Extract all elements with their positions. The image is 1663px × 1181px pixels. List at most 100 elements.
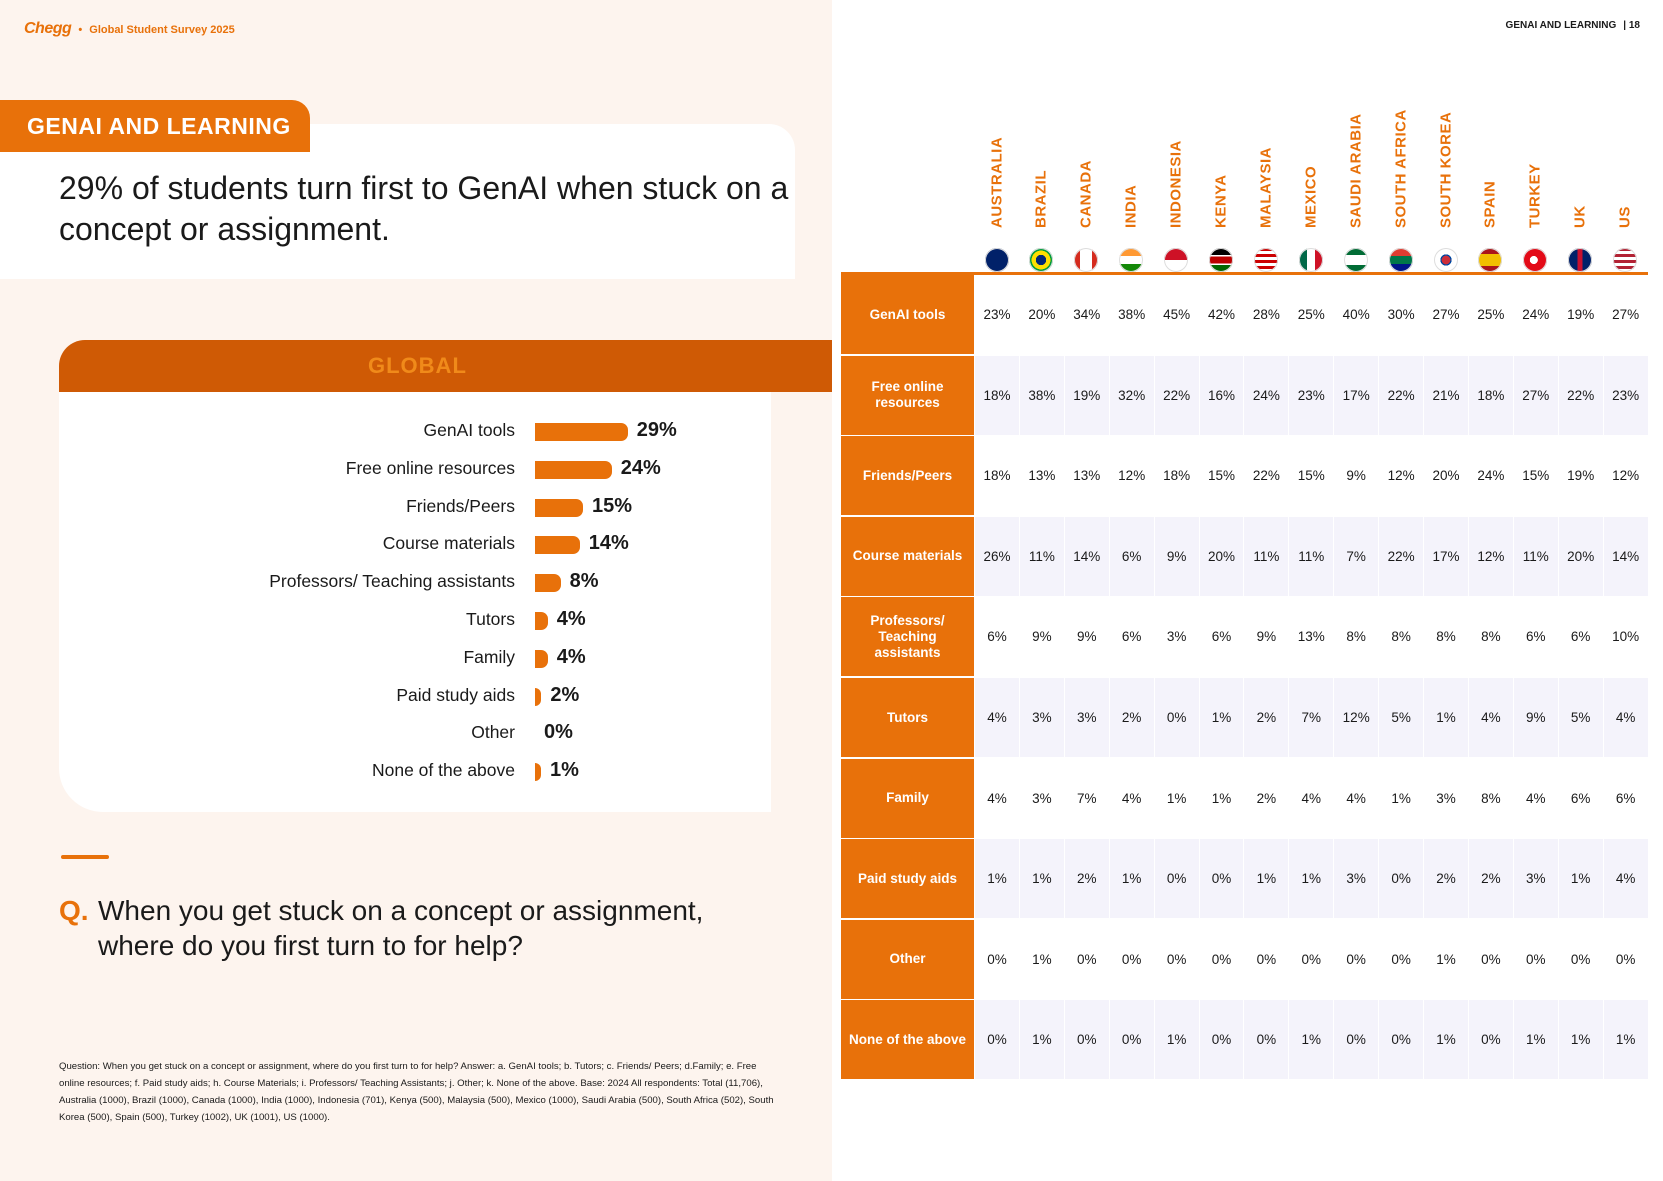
table-cell: 10%	[1602, 597, 1648, 677]
south-africa-flag-icon	[1388, 248, 1413, 272]
country-column-header: SOUTH KOREA	[1423, 100, 1468, 272]
table-cell: 1%	[1018, 839, 1064, 919]
table-cell: 22%	[1557, 355, 1603, 435]
table-cell: 6%	[1602, 758, 1648, 838]
country-column-header: MALAYSIA	[1243, 100, 1288, 272]
table-cell: 8%	[1378, 597, 1423, 677]
table-cell: 13%	[1063, 436, 1109, 516]
table-cell: 0%	[1153, 919, 1199, 999]
table-cell: 18%	[974, 355, 1019, 435]
table-cell: 0%	[1467, 919, 1513, 999]
country-column-header: SPAIN	[1468, 100, 1513, 272]
table-cell: 22%	[1243, 436, 1288, 516]
table-cell: 0%	[1333, 1000, 1378, 1080]
table-cell: 6%	[1108, 597, 1154, 677]
row-label: Friends/Peers	[841, 436, 974, 516]
brand-separator: •	[78, 24, 83, 36]
table-cell: 4%	[1602, 839, 1648, 919]
table-cell: 23%	[1602, 355, 1648, 435]
table-cell: 15%	[1198, 436, 1244, 516]
row-label: Professors/ Teaching assistants	[841, 597, 974, 677]
bar-label: Friends/Peers	[406, 495, 515, 516]
country-column-header: INDONESIA	[1154, 100, 1199, 272]
table-cell: 12%	[1467, 516, 1513, 596]
country-column-header: KENYA	[1199, 100, 1244, 272]
table-cell: 5%	[1557, 678, 1603, 758]
brand-header: Chegg • Global Student Survey 2025	[24, 20, 235, 38]
table-cell: 0%	[1243, 1000, 1288, 1080]
table-cell: 3%	[1018, 678, 1064, 758]
saudi-arabia-flag-icon	[1343, 248, 1368, 272]
table-cell: 1%	[1557, 839, 1603, 919]
table-cell: 6%	[1512, 597, 1558, 677]
table-cell: 22%	[1378, 355, 1423, 435]
table-row	[974, 919, 1648, 999]
table-row	[974, 436, 1648, 516]
table-cell: 9%	[1063, 597, 1109, 677]
bar-mark	[535, 423, 628, 441]
table-cell: 3%	[1423, 758, 1468, 838]
bar-label: None of the above	[371, 760, 515, 781]
row-label: Course materials	[841, 516, 974, 596]
table-cell: 11%	[1243, 516, 1288, 596]
table-cell: 0%	[1198, 919, 1244, 999]
kenya-flag-icon	[1209, 248, 1233, 272]
global-panel-header: GLOBAL	[59, 340, 832, 392]
bar-value-label: 4%	[556, 645, 586, 668]
table-cell: 2%	[1108, 678, 1154, 758]
country-column-header: MEXICO	[1288, 100, 1333, 272]
bar-label: Family	[463, 646, 515, 667]
bar-mark	[535, 574, 561, 593]
table-cell: 7%	[1288, 678, 1333, 758]
table-cell: 0%	[1243, 919, 1288, 999]
table-cell: 3%	[1153, 597, 1199, 677]
page-reference: GENAI AND LEARNING | 18	[1506, 20, 1640, 31]
bar-value-label: 0%	[544, 721, 573, 744]
country-column-header: US	[1603, 100, 1648, 272]
table-cell: 3%	[1512, 839, 1558, 919]
question-marker: Q.	[59, 895, 89, 926]
table-cell: 9%	[1018, 597, 1064, 677]
country-name: CANADA	[1077, 160, 1095, 228]
page-section: GENAI AND LEARNING	[1505, 20, 1617, 31]
table-cell: 11%	[1288, 516, 1333, 596]
brazil-flag-icon	[1029, 248, 1054, 272]
table-cell: 12%	[1602, 436, 1648, 516]
table-cell: 1%	[1423, 919, 1468, 999]
table-row	[974, 758, 1648, 838]
accent-divider	[61, 855, 109, 859]
table-row	[974, 516, 1648, 596]
table-cell: 22%	[1153, 355, 1199, 435]
table-cell: 5%	[1378, 678, 1423, 758]
table-cell: 0%	[1108, 1000, 1154, 1080]
table-cell: 34%	[1063, 275, 1109, 355]
table-cell: 4%	[1602, 678, 1648, 758]
table-cell: 26%	[974, 516, 1019, 596]
country-name: SAUDI ARABIA	[1347, 113, 1365, 228]
table-cell: 38%	[1018, 355, 1064, 435]
table-cell: 0%	[1153, 678, 1199, 758]
table-cell: 0%	[1108, 919, 1154, 999]
table-cell: 20%	[1018, 275, 1064, 355]
table-cell: 11%	[1512, 516, 1558, 596]
bar-label: Paid study aids	[396, 684, 515, 705]
table-cell: 6%	[974, 597, 1019, 677]
table-cell: 19%	[1557, 275, 1603, 355]
table-cell: 1%	[1018, 919, 1064, 999]
table-cell: 1%	[1198, 758, 1244, 838]
table-row	[974, 678, 1648, 758]
table-cell: 18%	[974, 436, 1019, 516]
country-name: INDIA	[1122, 184, 1140, 228]
table-cell: 4%	[1467, 678, 1513, 758]
table-cell: 13%	[1288, 597, 1333, 677]
table-cell: 25%	[1288, 275, 1333, 355]
table-cell: 0%	[1198, 1000, 1244, 1080]
country-column-header: SOUTH AFRICA	[1378, 100, 1423, 272]
table-cell: 2%	[1063, 839, 1109, 919]
table-cell: 20%	[1557, 516, 1603, 596]
indonesia-flag-icon	[1164, 248, 1189, 272]
table-cell: 0%	[1602, 919, 1648, 999]
table-cell: 1%	[1153, 1000, 1199, 1080]
table-cell: 32%	[1108, 355, 1154, 435]
table-cell: 1%	[1108, 839, 1154, 919]
